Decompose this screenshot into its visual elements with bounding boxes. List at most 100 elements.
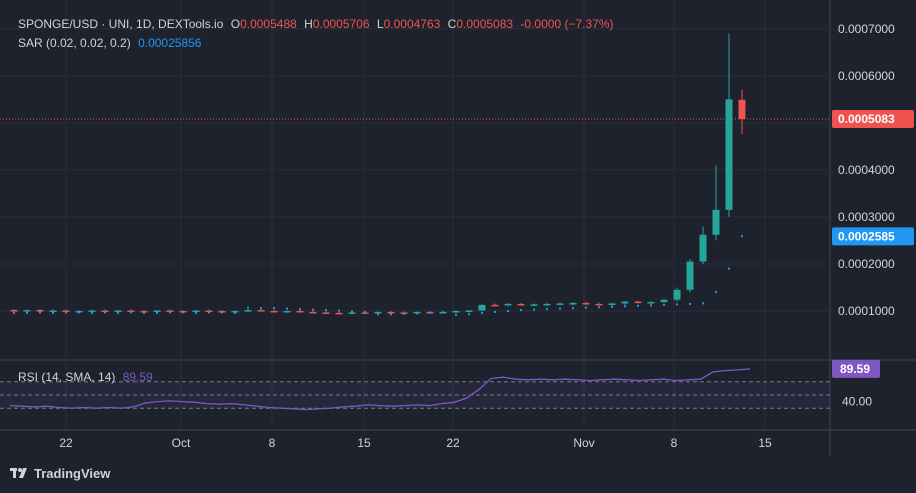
sar-dot <box>650 304 652 307</box>
candle-body <box>738 99 746 120</box>
rsi-badge: 89.59 <box>840 362 870 376</box>
last-price-badge: 0.0005083 <box>838 112 895 126</box>
candle-body <box>699 234 707 262</box>
sar-dot <box>481 311 483 314</box>
sar-dot <box>169 311 171 314</box>
candle-body <box>660 299 668 303</box>
tradingview-logo-icon <box>10 467 30 480</box>
candle-body <box>712 209 720 235</box>
sar-dot <box>611 305 613 308</box>
y-tick-label: 0.0006000 <box>838 69 895 83</box>
tradingview-brand[interactable]: TradingView <box>10 466 110 481</box>
candle-body <box>257 310 265 312</box>
sar-dot <box>104 311 106 314</box>
candle-body <box>504 303 512 306</box>
candle-body <box>686 261 694 290</box>
candle-body <box>322 312 330 314</box>
change-value: -0.0000 (−7.37%) <box>520 17 614 31</box>
x-tick-label: Oct <box>172 436 191 450</box>
candle-body <box>465 310 473 313</box>
low-value: 0.0004763 <box>383 17 441 31</box>
candle-body <box>621 301 629 304</box>
sar-label: SAR (0.02, 0.02, 0.2) <box>18 36 131 50</box>
sar-legend[interactable]: SAR (0.02, 0.02, 0.2) 0.00025856 <box>18 36 205 50</box>
sar-dot <box>156 311 158 314</box>
sar-dot <box>377 313 379 316</box>
sar-dot <box>663 303 665 306</box>
sar-dot <box>468 313 470 316</box>
sar-dot <box>39 311 41 314</box>
candle-body <box>478 304 486 311</box>
candle-body <box>270 310 278 313</box>
candle-body <box>101 310 109 313</box>
high-label: H <box>304 17 313 31</box>
candle-body <box>36 310 44 312</box>
x-tick-label: 15 <box>357 436 371 450</box>
candle-body <box>166 310 174 313</box>
candle-body <box>49 310 57 313</box>
ohlc-legend: SPONGE/USD · UNI, 1D, DEXTools.io O 0.000… <box>18 17 617 31</box>
sar-value: 0.00025856 <box>138 36 202 50</box>
sar-dot <box>143 311 145 314</box>
candle-body <box>205 310 213 313</box>
sar-dot <box>273 307 275 310</box>
sar-dot <box>78 311 80 314</box>
open-label: O <box>230 17 241 31</box>
candle-body <box>244 310 252 312</box>
candle-series <box>10 33 746 315</box>
sar-dot <box>715 291 717 294</box>
sar-dot <box>234 311 236 314</box>
candle-body <box>491 304 499 307</box>
y-tick-label: 0.0007000 <box>838 22 895 36</box>
sar-dot <box>559 307 561 310</box>
candle-body <box>140 310 148 313</box>
sar-dot <box>572 307 574 310</box>
candle-body <box>556 303 564 305</box>
candle-body <box>673 289 681 300</box>
rsi-label: RSI (14, SMA, 14) <box>18 370 116 384</box>
candle-body <box>530 304 538 306</box>
sar-dot <box>507 309 509 312</box>
x-tick-label: 22 <box>446 436 460 450</box>
sar-dot <box>390 313 392 316</box>
sar-dot <box>689 302 691 305</box>
candle-body <box>387 311 395 314</box>
x-tick-label: 8 <box>671 436 678 450</box>
candle-body <box>361 312 369 314</box>
candle-body <box>595 303 603 306</box>
rsi-tick-label: 40.00 <box>842 395 872 409</box>
sar-dot <box>416 312 418 315</box>
candle-body <box>517 303 525 306</box>
rsi-legend[interactable]: RSI (14, SMA, 14) 89.59 <box>18 370 157 384</box>
sar-dot <box>130 311 132 314</box>
candle-body <box>725 99 733 210</box>
sar-dot <box>26 311 28 314</box>
sar-dot <box>91 311 93 314</box>
brand-name: TradingView <box>34 466 111 481</box>
candle-body <box>569 302 577 305</box>
candle-body <box>647 302 655 304</box>
close-label: C <box>447 17 457 31</box>
candle-body <box>543 303 551 306</box>
sar-dot <box>247 306 249 309</box>
candle-body <box>335 312 343 315</box>
sar-dot <box>494 310 496 313</box>
sar-dot <box>520 309 522 312</box>
candle-body <box>114 310 122 313</box>
sar-dot <box>325 309 327 312</box>
candle-body <box>88 310 96 313</box>
x-tick-label: 8 <box>269 436 276 450</box>
sar-dot <box>299 308 301 311</box>
sar-dot <box>182 311 184 314</box>
sar-dot <box>546 308 548 311</box>
symbol-label[interactable]: SPONGE/USD · UNI, 1D, DEXTools.io <box>18 17 224 31</box>
sar-dot <box>221 311 223 314</box>
sar-dot <box>52 311 54 314</box>
high-value: 0.0005706 <box>312 17 370 31</box>
sar-dot <box>312 308 314 311</box>
low-label: L <box>376 17 384 31</box>
candle-body <box>309 311 317 314</box>
candle-body <box>582 302 590 305</box>
